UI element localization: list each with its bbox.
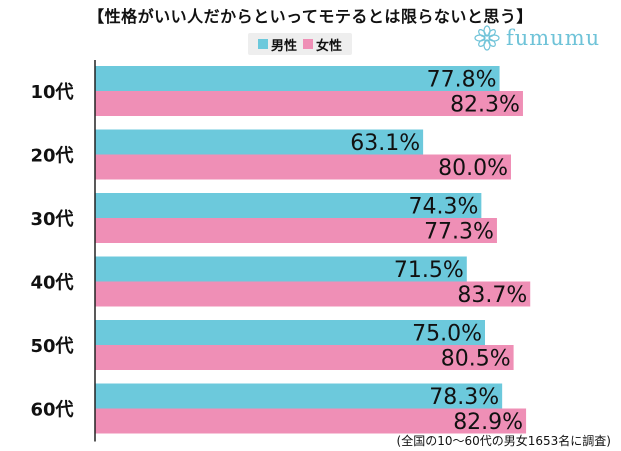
bar-male [95, 66, 500, 91]
data-label: 77.8% [427, 68, 497, 93]
footnote: (全国の10〜60代の男女1653名に調査) [396, 434, 611, 448]
category-label: 10代 [30, 82, 73, 103]
bar-male [95, 256, 467, 282]
category-label: 40代 [30, 273, 73, 294]
brand-logo: fumumu [474, 25, 600, 51]
data-label: 83.7% [457, 283, 527, 308]
data-label: 77.3% [424, 220, 494, 245]
legend: 男性 女性 [248, 33, 353, 55]
category-label: 30代 [30, 209, 73, 230]
data-label: 82.9% [453, 410, 523, 435]
bar-female [95, 281, 531, 307]
data-label: 80.0% [438, 156, 508, 181]
bar-male [95, 193, 482, 218]
bar-female [95, 218, 497, 243]
data-label: 63.1% [350, 131, 420, 156]
bar-female [95, 154, 511, 180]
legend-item-female: 女性 [303, 35, 342, 54]
data-label: 71.5% [394, 258, 464, 283]
data-label: 78.3% [429, 385, 499, 410]
legend-item-male: 男性 [258, 35, 297, 54]
bar-male [95, 320, 485, 345]
data-label: 80.5% [441, 347, 511, 372]
bar-male [95, 129, 424, 155]
legend-swatch-male [258, 39, 268, 49]
legend-label-male: 男性 [271, 38, 298, 54]
category-label: 20代 [30, 146, 73, 167]
legend-swatch-female [303, 39, 314, 49]
data-label: 82.3% [450, 93, 520, 118]
data-label: 75.0% [412, 322, 482, 347]
category-label: 50代 [30, 336, 73, 357]
bar-female [95, 345, 514, 370]
bar-male [95, 383, 503, 409]
category-label: 60代 [30, 400, 73, 421]
chart-title: 【性格がいい人だからといってモテるとは限らないと思う】 [88, 7, 533, 26]
data-label: 74.3% [408, 195, 478, 220]
bar-female [95, 408, 527, 434]
brand-name: fumumu [506, 26, 601, 50]
flower-logo-icon [474, 25, 500, 51]
legend-label-female: 女性 [316, 38, 343, 54]
bar-female [95, 91, 523, 116]
